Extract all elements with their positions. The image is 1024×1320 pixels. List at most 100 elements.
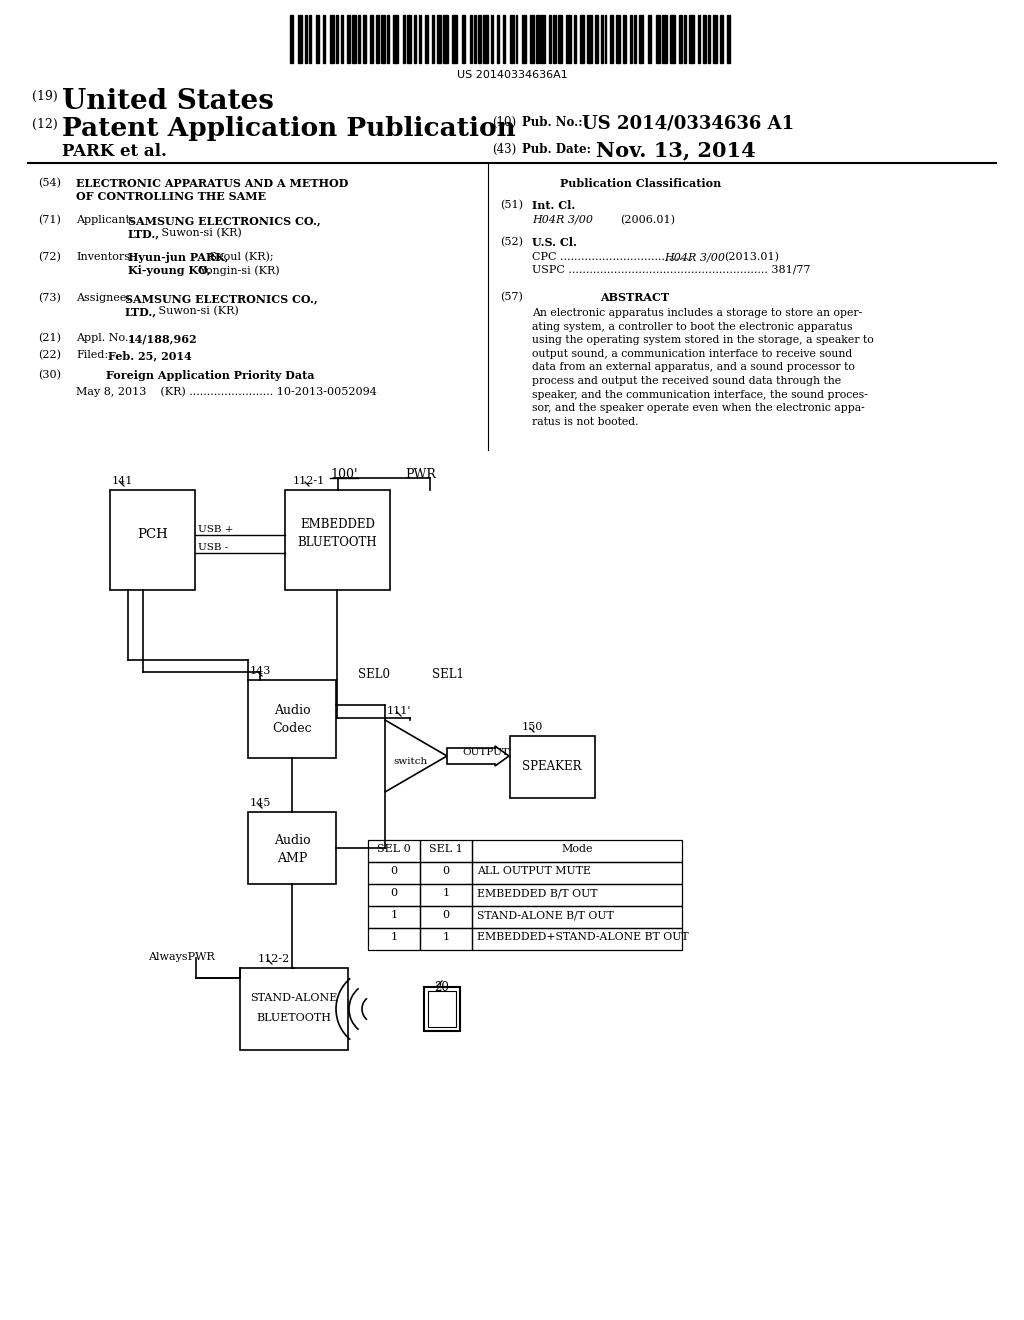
Bar (357, 15, 360, 63)
Bar (634, 15, 637, 63)
Bar (248, 812, 336, 884)
Text: Pub. Date:: Pub. Date: (522, 143, 591, 156)
Text: Appl. No.:: Appl. No.: (76, 333, 132, 343)
Text: PARK et al.: PARK et al. (62, 143, 167, 160)
Text: Suwon-si (KR): Suwon-si (KR) (158, 228, 242, 239)
Bar (419, 15, 421, 63)
Bar (478, 15, 481, 63)
Text: 111': 111' (387, 706, 412, 715)
Bar (420, 840, 472, 862)
Text: Audio: Audio (273, 704, 310, 717)
Text: 0: 0 (442, 866, 450, 876)
Bar (689, 15, 693, 63)
Text: (19): (19) (32, 90, 57, 103)
Text: Assignee:: Assignee: (76, 293, 130, 304)
Bar (362, 15, 366, 63)
Text: Suwon-si (KR): Suwon-si (KR) (155, 306, 239, 317)
Text: 150: 150 (522, 722, 544, 733)
Bar (472, 906, 682, 928)
Text: 1: 1 (390, 909, 397, 920)
Bar (588, 15, 592, 63)
Bar (462, 15, 465, 63)
Text: H04R 3/00: H04R 3/00 (532, 215, 593, 224)
Text: BLUETOOTH: BLUETOOTH (298, 536, 377, 549)
Text: Filed:: Filed: (76, 350, 109, 360)
Text: Inventors:: Inventors: (76, 252, 134, 261)
Bar (420, 862, 472, 884)
Text: Pub. No.:: Pub. No.: (522, 116, 583, 129)
Bar (522, 15, 525, 63)
Text: AlwaysPWR: AlwaysPWR (148, 952, 215, 962)
Text: (12): (12) (32, 117, 57, 131)
Bar (663, 15, 667, 63)
Bar (420, 906, 472, 928)
Text: (22): (22) (38, 350, 61, 360)
Text: SEL1: SEL1 (432, 668, 464, 681)
Bar (595, 15, 598, 63)
Text: (71): (71) (38, 215, 60, 226)
Bar (376, 15, 379, 63)
Text: Nov. 13, 2014: Nov. 13, 2014 (596, 140, 756, 160)
Text: SAMSUNG ELECTRONICS CO.,: SAMSUNG ELECTRONICS CO., (125, 293, 317, 304)
Bar (472, 884, 682, 906)
Bar (639, 15, 643, 63)
Text: (52): (52) (500, 238, 523, 247)
Bar (368, 906, 420, 928)
Bar (414, 15, 416, 63)
Bar (437, 15, 441, 63)
Bar (285, 490, 390, 590)
Text: ELECTRONIC APPARATUS AND A METHOD: ELECTRONIC APPARATUS AND A METHOD (76, 178, 348, 189)
Text: Int. Cl.: Int. Cl. (532, 201, 575, 211)
Bar (623, 15, 626, 63)
Bar (470, 15, 472, 63)
Bar (368, 884, 420, 906)
Bar (428, 991, 456, 1027)
Text: USB -: USB - (198, 543, 228, 552)
Bar (443, 15, 447, 63)
Bar (472, 862, 682, 884)
Text: (10): (10) (492, 116, 516, 129)
Bar (424, 987, 460, 1031)
Bar (110, 490, 195, 590)
Bar (393, 15, 398, 63)
Text: (72): (72) (38, 252, 60, 263)
Bar (305, 15, 307, 63)
Bar (610, 15, 612, 63)
Text: AMP: AMP (276, 851, 307, 865)
Text: (2013.01): (2013.01) (724, 252, 779, 263)
Bar (647, 15, 651, 63)
Text: Hyun-jun PARK,: Hyun-jun PARK, (128, 252, 228, 263)
Bar (368, 862, 420, 884)
Bar (453, 15, 457, 63)
Text: (43): (43) (492, 143, 516, 156)
Bar (431, 15, 434, 63)
Bar (573, 15, 575, 63)
Text: 0: 0 (390, 888, 397, 898)
Text: Ki-young KO,: Ki-young KO, (128, 265, 211, 276)
Bar (671, 15, 675, 63)
Bar (309, 15, 311, 63)
Text: OUTPUT: OUTPUT (462, 748, 509, 756)
Text: LTD.,: LTD., (128, 228, 160, 239)
Text: BLUETOOTH: BLUETOOTH (256, 1012, 332, 1023)
Text: 112-1: 112-1 (293, 477, 326, 486)
Bar (510, 737, 595, 799)
Text: 145: 145 (250, 799, 271, 808)
Text: USB +: USB + (198, 525, 233, 535)
Text: Publication Classification: Publication Classification (560, 178, 721, 189)
Text: EMBEDDED+STAND-ALONE BT OUT: EMBEDDED+STAND-ALONE BT OUT (477, 932, 688, 942)
FancyArrow shape (447, 746, 509, 766)
Bar (371, 15, 373, 63)
Text: (21): (21) (38, 333, 61, 343)
Bar (483, 15, 487, 63)
Text: U.S. Cl.: U.S. Cl. (532, 238, 577, 248)
Text: (57): (57) (500, 292, 523, 302)
Text: SPEAKER: SPEAKER (522, 760, 582, 774)
Bar (420, 884, 472, 906)
Bar (702, 15, 706, 63)
Bar (549, 15, 551, 63)
Text: Patent Application Publication: Patent Application Publication (62, 116, 516, 141)
Text: 0: 0 (390, 866, 397, 876)
Text: Mode: Mode (561, 843, 593, 854)
Text: (54): (54) (38, 178, 61, 189)
